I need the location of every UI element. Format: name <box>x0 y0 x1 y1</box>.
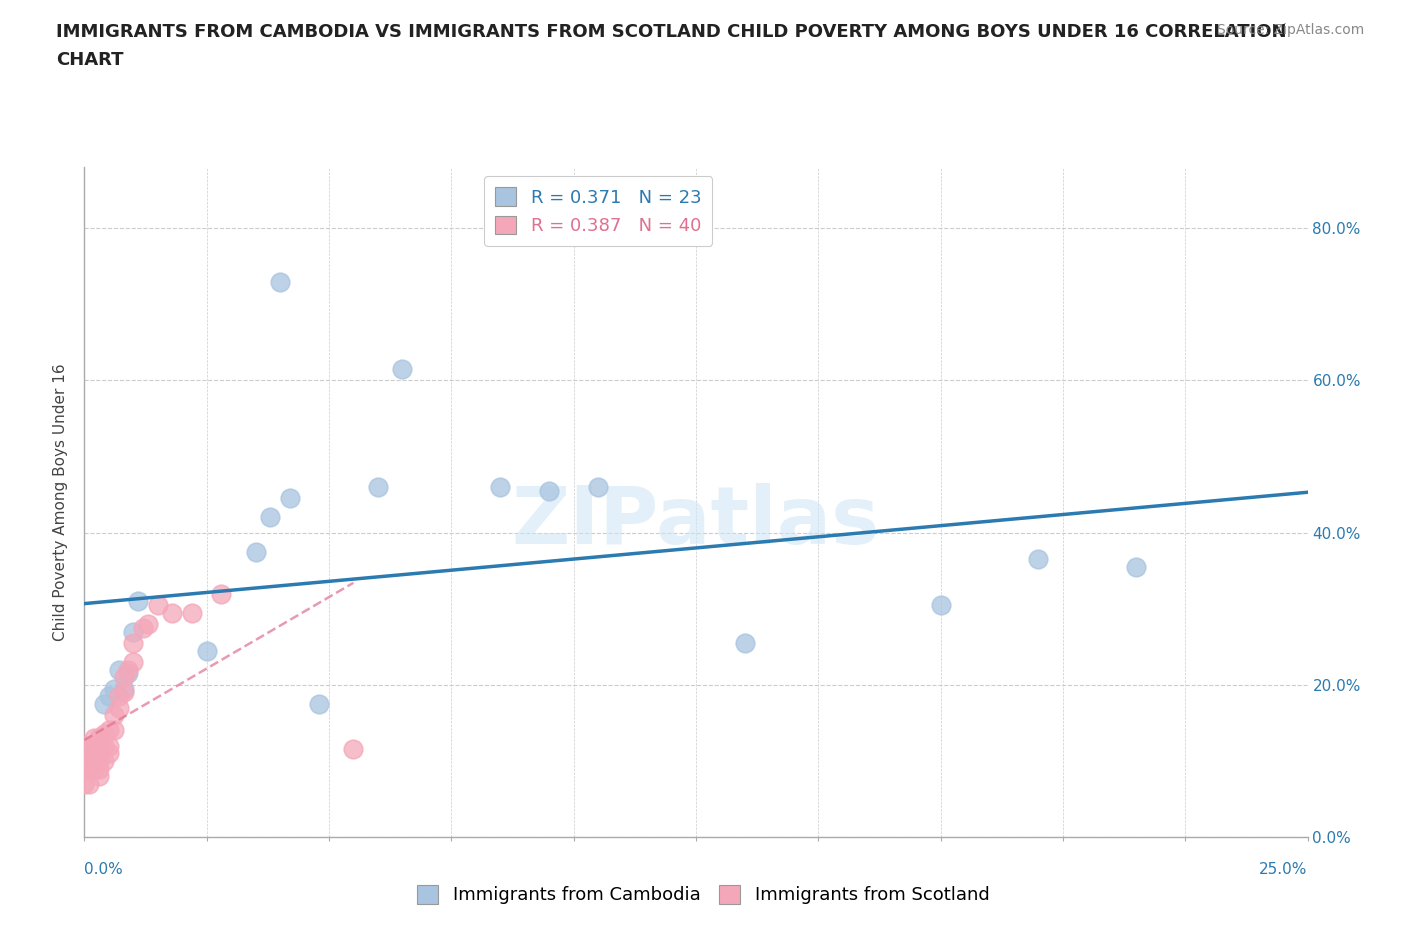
Point <box>308 697 330 711</box>
Point <box>87 761 110 776</box>
Point <box>73 738 96 753</box>
Point <box>122 635 145 650</box>
Point <box>83 746 105 761</box>
Point <box>93 727 115 742</box>
Point <box>73 746 96 761</box>
Point <box>117 662 139 677</box>
Point <box>87 746 110 761</box>
Point <box>93 753 115 768</box>
Point <box>367 480 389 495</box>
Point <box>77 738 100 753</box>
Point <box>83 761 105 776</box>
Point <box>83 731 105 746</box>
Point <box>269 274 291 289</box>
Point <box>107 700 129 715</box>
Point <box>181 605 204 620</box>
Text: Source: ZipAtlas.com: Source: ZipAtlas.com <box>1216 23 1364 37</box>
Point <box>112 685 135 700</box>
Point <box>122 624 145 639</box>
Point <box>77 753 100 768</box>
Point <box>162 605 184 620</box>
Point <box>73 753 96 768</box>
Point <box>146 597 169 612</box>
Point <box>586 480 609 495</box>
Point <box>83 753 105 768</box>
Legend: R = 0.371   N = 23, R = 0.387   N = 40: R = 0.371 N = 23, R = 0.387 N = 40 <box>484 177 713 246</box>
Point <box>107 662 129 677</box>
Point <box>97 689 120 704</box>
Y-axis label: Child Poverty Among Boys Under 16: Child Poverty Among Boys Under 16 <box>53 364 69 641</box>
Point <box>103 681 125 696</box>
Point <box>77 777 100 791</box>
Point <box>489 480 512 495</box>
Point <box>77 761 100 776</box>
Point <box>103 723 125 737</box>
Point <box>112 670 135 684</box>
Point <box>107 689 129 704</box>
Point <box>278 491 301 506</box>
Point <box>136 617 159 631</box>
Point <box>929 597 952 612</box>
Text: ZIPatlas: ZIPatlas <box>512 484 880 562</box>
Point <box>259 510 281 525</box>
Point <box>122 655 145 670</box>
Point <box>132 620 155 635</box>
Point <box>127 593 149 608</box>
Point <box>538 484 561 498</box>
Point <box>1028 551 1050 566</box>
Legend: Immigrants from Cambodia, Immigrants from Scotland: Immigrants from Cambodia, Immigrants fro… <box>409 878 997 911</box>
Point <box>391 362 413 377</box>
Point <box>117 666 139 681</box>
Point <box>209 586 232 601</box>
Point <box>342 742 364 757</box>
Point <box>112 681 135 696</box>
Point <box>97 746 120 761</box>
Point <box>103 708 125 723</box>
Text: 0.0%: 0.0% <box>84 862 124 877</box>
Text: IMMIGRANTS FROM CAMBODIA VS IMMIGRANTS FROM SCOTLAND CHILD POVERTY AMONG BOYS UN: IMMIGRANTS FROM CAMBODIA VS IMMIGRANTS F… <box>56 23 1286 41</box>
Point <box>73 761 96 776</box>
Point <box>245 544 267 559</box>
Point <box>73 777 96 791</box>
Point <box>734 635 756 650</box>
Point <box>87 731 110 746</box>
Point <box>195 644 218 658</box>
Point <box>1125 560 1147 575</box>
Text: 25.0%: 25.0% <box>1260 862 1308 877</box>
Point <box>87 753 110 768</box>
Point <box>97 738 120 753</box>
Point <box>93 697 115 711</box>
Text: CHART: CHART <box>56 51 124 69</box>
Point <box>93 738 115 753</box>
Point <box>87 769 110 784</box>
Point <box>97 723 120 737</box>
